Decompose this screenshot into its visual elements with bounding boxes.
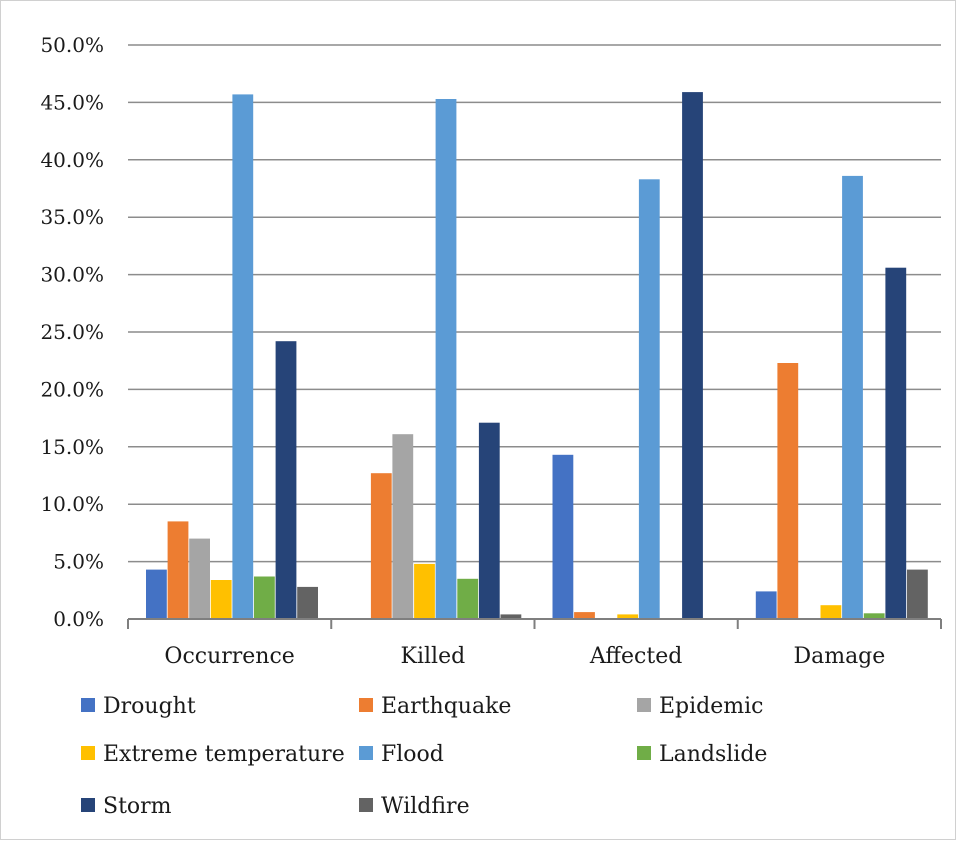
y-tick-label: 20.0%	[40, 377, 104, 401]
y-tick-label: 10.0%	[40, 492, 104, 516]
legend-swatch	[359, 798, 373, 812]
bar-storm	[275, 341, 297, 619]
bars	[146, 92, 928, 620]
bar-wildfire	[500, 614, 522, 619]
bar-earthquake	[777, 363, 799, 619]
y-tick-label: 30.0%	[40, 263, 104, 287]
legend-label: Storm	[103, 794, 172, 819]
legend-item: Epidemic	[637, 694, 764, 719]
legend-swatch	[359, 698, 373, 712]
bar-extreme-temperature	[414, 563, 435, 619]
bar-storm	[478, 422, 500, 619]
y-axis-ticks: 0.0% 5.0% 10.0% 15.0% 20.0% 25.0% 30.0% 35.0% 40…	[40, 33, 104, 631]
bar-drought	[552, 454, 574, 619]
y-tick-label: 45.0%	[40, 90, 104, 114]
legend-swatch	[81, 698, 95, 712]
bar-landslide	[863, 613, 885, 619]
legend-label: Wildfire	[381, 794, 470, 819]
legend-item: Flood	[359, 742, 444, 767]
bar-extreme-temperature	[210, 580, 232, 619]
legend-item: Drought	[81, 694, 196, 719]
bar-epidemic	[392, 434, 414, 619]
bar-extreme-temperature	[617, 614, 639, 619]
legend-item: Earthquake	[359, 694, 511, 719]
legend-label: Extreme temperature	[103, 742, 345, 767]
legend-swatch	[81, 798, 95, 812]
bar-earthquake	[574, 612, 595, 619]
bar-drought	[755, 591, 777, 619]
legend: Drought Earthquake Epidemic Extreme tempera…	[81, 694, 767, 819]
bar-flood	[232, 94, 254, 619]
legend-label: Epidemic	[659, 694, 764, 719]
y-tick-label: 25.0%	[40, 320, 104, 344]
y-tick-label: 15.0%	[40, 435, 104, 459]
legend-item: Wildfire	[359, 794, 470, 819]
legend-swatch	[359, 746, 373, 760]
bar-drought	[146, 569, 167, 619]
x-axis	[127, 618, 942, 629]
bar-flood	[638, 179, 660, 620]
legend-swatch	[81, 746, 95, 760]
x-category-label: Damage	[793, 644, 885, 669]
legend-item: Extreme temperature	[81, 742, 345, 767]
legend-item: Storm	[81, 794, 172, 819]
legend-swatch	[637, 746, 651, 760]
bar-earthquake	[167, 521, 189, 619]
bar-earthquake	[370, 473, 392, 619]
bar-flood	[842, 175, 863, 619]
legend-label: Earthquake	[381, 694, 511, 719]
y-tick-label: 40.0%	[40, 148, 104, 172]
bar-landslide	[254, 576, 275, 619]
bar-landslide	[457, 578, 479, 619]
legend-item: Landslide	[637, 742, 767, 767]
legend-label: Drought	[103, 694, 196, 719]
legend-swatch	[637, 698, 651, 712]
y-tick-label: 50.0%	[40, 33, 104, 57]
y-tick-label: 35.0%	[40, 205, 104, 229]
bar-extreme-temperature	[820, 605, 842, 619]
bar-wildfire	[297, 586, 318, 619]
bar-storm	[682, 92, 703, 620]
bar-wildfire	[907, 569, 928, 619]
x-category-label: Occurrence	[164, 644, 294, 669]
bar-storm	[885, 267, 907, 619]
legend-label: Flood	[381, 742, 444, 767]
bar-epidemic	[189, 538, 210, 619]
bar-flood	[435, 99, 457, 619]
legend-label: Landslide	[659, 742, 767, 767]
x-axis-categories: Occurrence Killed Affected Damage	[164, 644, 885, 669]
gridlines	[128, 44, 941, 563]
y-tick-label: 5.0%	[53, 550, 104, 574]
x-category-label: Affected	[589, 644, 682, 669]
y-tick-label: 0.0%	[53, 607, 104, 631]
x-category-label: Killed	[401, 644, 466, 669]
